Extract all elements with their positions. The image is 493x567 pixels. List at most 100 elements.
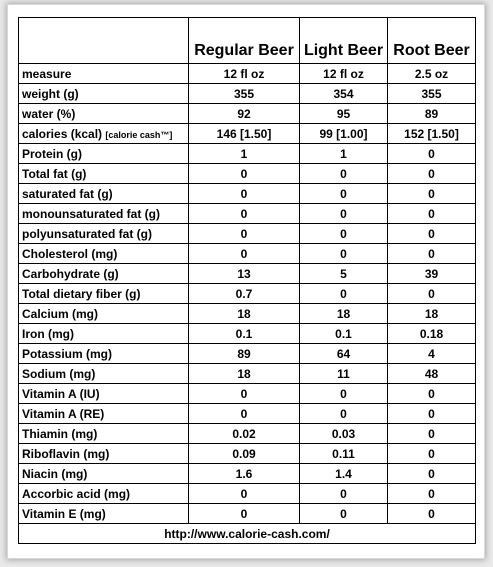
value-cell: 0: [387, 483, 476, 504]
value-cell: 18: [299, 303, 388, 324]
row-label-cell: Vitamin A (IU): [18, 383, 189, 404]
value-cell: 0.03: [299, 423, 388, 444]
row-label: Potassium (mg): [22, 346, 113, 361]
row-label: Sodium (mg): [22, 366, 96, 381]
row-label-note: [calorie cash™]: [105, 129, 173, 140]
value-cell: 0: [387, 163, 476, 184]
row-label: measure: [22, 66, 72, 81]
row-label: Cholesterol (mg): [22, 246, 118, 261]
value-cell: 0: [387, 143, 476, 164]
table-row: Vitamin A (RE) 0 0 0: [18, 403, 476, 424]
value-cell: 0: [387, 283, 476, 304]
value-cell: 0: [188, 183, 300, 204]
column-header-root-beer: Root Beer: [387, 17, 476, 64]
row-label: calories (kcal): [22, 126, 103, 141]
value-cell: 95: [299, 103, 388, 124]
row-label-cell: Riboflavin (mg): [18, 443, 189, 464]
value-cell: 0: [188, 203, 300, 224]
row-label-cell: Cholesterol (mg): [18, 243, 189, 264]
value-cell: 89: [387, 103, 476, 124]
value-cell: 0: [299, 483, 388, 504]
row-label-cell: Vitamin E (mg): [18, 503, 189, 524]
table-row: Sodium (mg) 18 11 48: [18, 363, 476, 384]
row-label-cell: Potassium (mg): [18, 343, 189, 364]
value-cell: 0: [299, 503, 388, 524]
table-row: Carbohydrate (g) 13 5 39: [18, 263, 476, 284]
value-cell: 39: [387, 263, 476, 284]
value-cell: 1: [299, 143, 388, 164]
value-cell: 0.18: [387, 323, 476, 344]
value-cell: 0: [299, 383, 388, 404]
row-label: Niacin (mg): [22, 466, 88, 481]
footer-row: http://www.calorie-cash.com/: [18, 523, 476, 544]
value-cell: 0.1: [188, 323, 300, 344]
value-cell: 13: [188, 263, 300, 284]
value-cell: 0: [299, 163, 388, 184]
table-row: calories (kcal) [calorie cash™] 146 [1.50…: [18, 123, 476, 144]
row-label-cell: Carbohydrate (g): [18, 263, 189, 284]
table-row: Accorbic acid (mg) 0 0 0: [18, 483, 476, 504]
table-row: Potassium (mg) 89 64 4: [18, 343, 476, 364]
column-header-light-beer: Light Beer: [299, 17, 388, 64]
value-cell: 0: [387, 403, 476, 424]
row-label-cell: calories (kcal) [calorie cash™]: [18, 123, 189, 144]
row-label-cell: Thiamin (mg): [18, 423, 189, 444]
value-cell: 0: [299, 203, 388, 224]
row-label-cell: monounsaturated fat (g): [18, 203, 189, 224]
row-label: weight (g): [22, 86, 79, 101]
row-label-cell: Calcium (mg): [18, 303, 189, 324]
row-label: Thiamin (mg): [22, 426, 98, 441]
value-cell: 0: [188, 223, 300, 244]
table-row: saturated fat (g) 0 0 0: [18, 183, 476, 204]
value-cell: 1.6: [188, 463, 300, 484]
row-label: Vitamin E (mg): [22, 506, 106, 521]
table-row: Vitamin E (mg) 0 0 0: [18, 503, 476, 524]
row-label-cell: Total dietary fiber (g): [18, 283, 189, 304]
value-cell: 0.11: [299, 443, 388, 464]
value-cell: 0.1: [299, 323, 388, 344]
row-label: Carbohydrate (g): [22, 266, 119, 281]
row-label-cell: Sodium (mg): [18, 363, 189, 384]
table-row: Total dietary fiber (g) 0.7 0 0: [18, 283, 476, 304]
value-cell: 48: [387, 363, 476, 384]
table-row: Total fat (g) 0 0 0: [18, 163, 476, 184]
table-row: Protein (g) 1 1 0: [18, 143, 476, 164]
row-label-cell: Protein (g): [18, 143, 189, 164]
table-row: weight (g) 355 354 355: [18, 83, 476, 104]
row-label: Total fat (g): [22, 166, 87, 181]
value-cell: 89: [188, 343, 300, 364]
value-cell: 18: [188, 363, 300, 384]
footer-url-link[interactable]: http://www.calorie-cash.com/: [18, 523, 476, 544]
row-label-cell: polyunsaturated fat (g): [18, 223, 189, 244]
value-cell: 0: [299, 243, 388, 264]
value-cell: 355: [387, 83, 476, 104]
row-label: Accorbic acid (mg): [22, 486, 131, 501]
value-cell: 0: [188, 403, 300, 424]
value-cell: 0: [387, 423, 476, 444]
value-cell: 0: [387, 183, 476, 204]
table-row: measure 12 fl oz 12 fl oz 2.5 oz: [18, 63, 476, 84]
row-label: Vitamin A (IU): [22, 386, 100, 401]
table-row: Vitamin A (IU) 0 0 0: [18, 383, 476, 404]
column-header-regular-beer: Regular Beer: [188, 17, 300, 64]
row-label-cell: Niacin (mg): [18, 463, 189, 484]
value-cell: 0: [387, 383, 476, 404]
row-label-cell: water (%): [18, 103, 189, 124]
value-cell: 11: [299, 363, 388, 384]
value-cell: 12 fl oz: [299, 63, 388, 84]
value-cell: 0: [188, 483, 300, 504]
value-cell: 99 [1.00]: [299, 123, 388, 144]
row-label-cell: Vitamin A (RE): [18, 403, 189, 424]
table-row: monounsaturated fat (g) 0 0 0: [18, 203, 476, 224]
table-row: polyunsaturated fat (g) 0 0 0: [18, 223, 476, 244]
value-cell: 0: [387, 223, 476, 244]
header-blank-cell: [18, 17, 189, 64]
value-cell: 0: [299, 283, 388, 304]
row-label: Total dietary fiber (g): [22, 286, 141, 301]
row-label: Protein (g): [22, 146, 82, 161]
value-cell: 64: [299, 343, 388, 364]
nutrition-table: Regular Beer Light Beer Root Beer measur…: [18, 17, 476, 544]
value-cell: 0: [387, 443, 476, 464]
value-cell: 0: [188, 163, 300, 184]
value-cell: 0.09: [188, 443, 300, 464]
